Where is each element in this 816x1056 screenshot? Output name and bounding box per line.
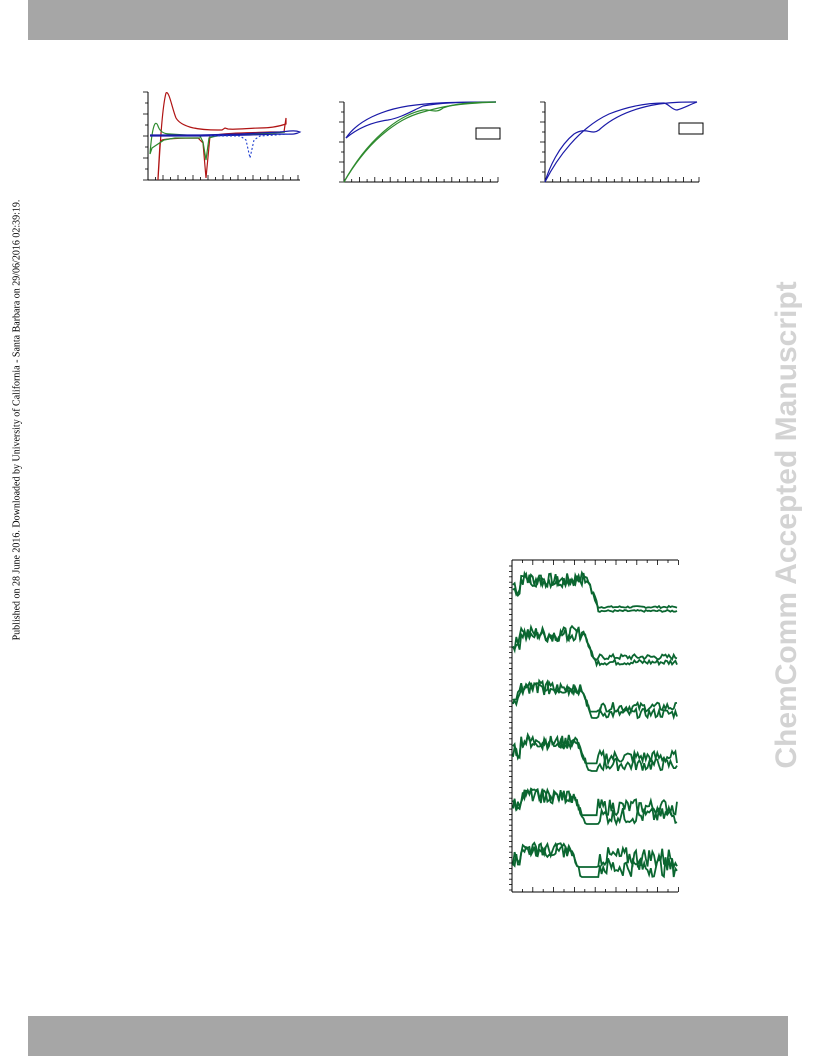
blue-desorption-curve: [544, 101, 698, 183]
footer-bar: [28, 1016, 788, 1056]
spectrum-panel-2-trace-1: [512, 623, 678, 662]
green-adsorption-curve: [343, 101, 497, 183]
spectrum-panel-5-trace-2: [512, 787, 678, 827]
spectrum-panel-1-trace-1: [512, 570, 678, 610]
blue-desorption-curve: [345, 101, 497, 139]
legend-box: [678, 122, 704, 135]
blue-adsorption-curve: [544, 101, 698, 183]
watermark: ChemComm Accepted Manuscript: [770, 281, 803, 769]
spectrum-panel-5-trace-1: [512, 787, 678, 817]
spectrum-panel-2-trace-2: [512, 624, 678, 668]
spectrum-panel-3-trace-1: [512, 678, 678, 714]
header-bar: [28, 0, 788, 40]
legend-box: [475, 127, 501, 140]
spectrum-panel-6-trace-1: [512, 841, 678, 870]
green-desorption-curve: [343, 101, 497, 183]
spectrum-panel-6-trace-2: [512, 842, 678, 879]
chart-isotherm-2: [540, 101, 704, 183]
green-curve: [149, 122, 286, 161]
red-curve: [157, 92, 287, 181]
spectrum-panel-3-trace-2: [512, 678, 678, 721]
blue-curve: [150, 130, 302, 137]
chart-isotherm-1: [339, 101, 501, 183]
blue-dashed-curve: [210, 133, 291, 159]
spectrum-panel-1-trace-2: [512, 570, 678, 613]
spectrum-panel-4-trace-2: [512, 732, 678, 772]
publication-note: Published on 28 June 2016. Downloaded by…: [11, 199, 23, 641]
chart-stacked-spectra: [509, 559, 679, 893]
spectrum-panel-4-trace-1: [512, 732, 678, 767]
chart-cv: [143, 91, 302, 181]
